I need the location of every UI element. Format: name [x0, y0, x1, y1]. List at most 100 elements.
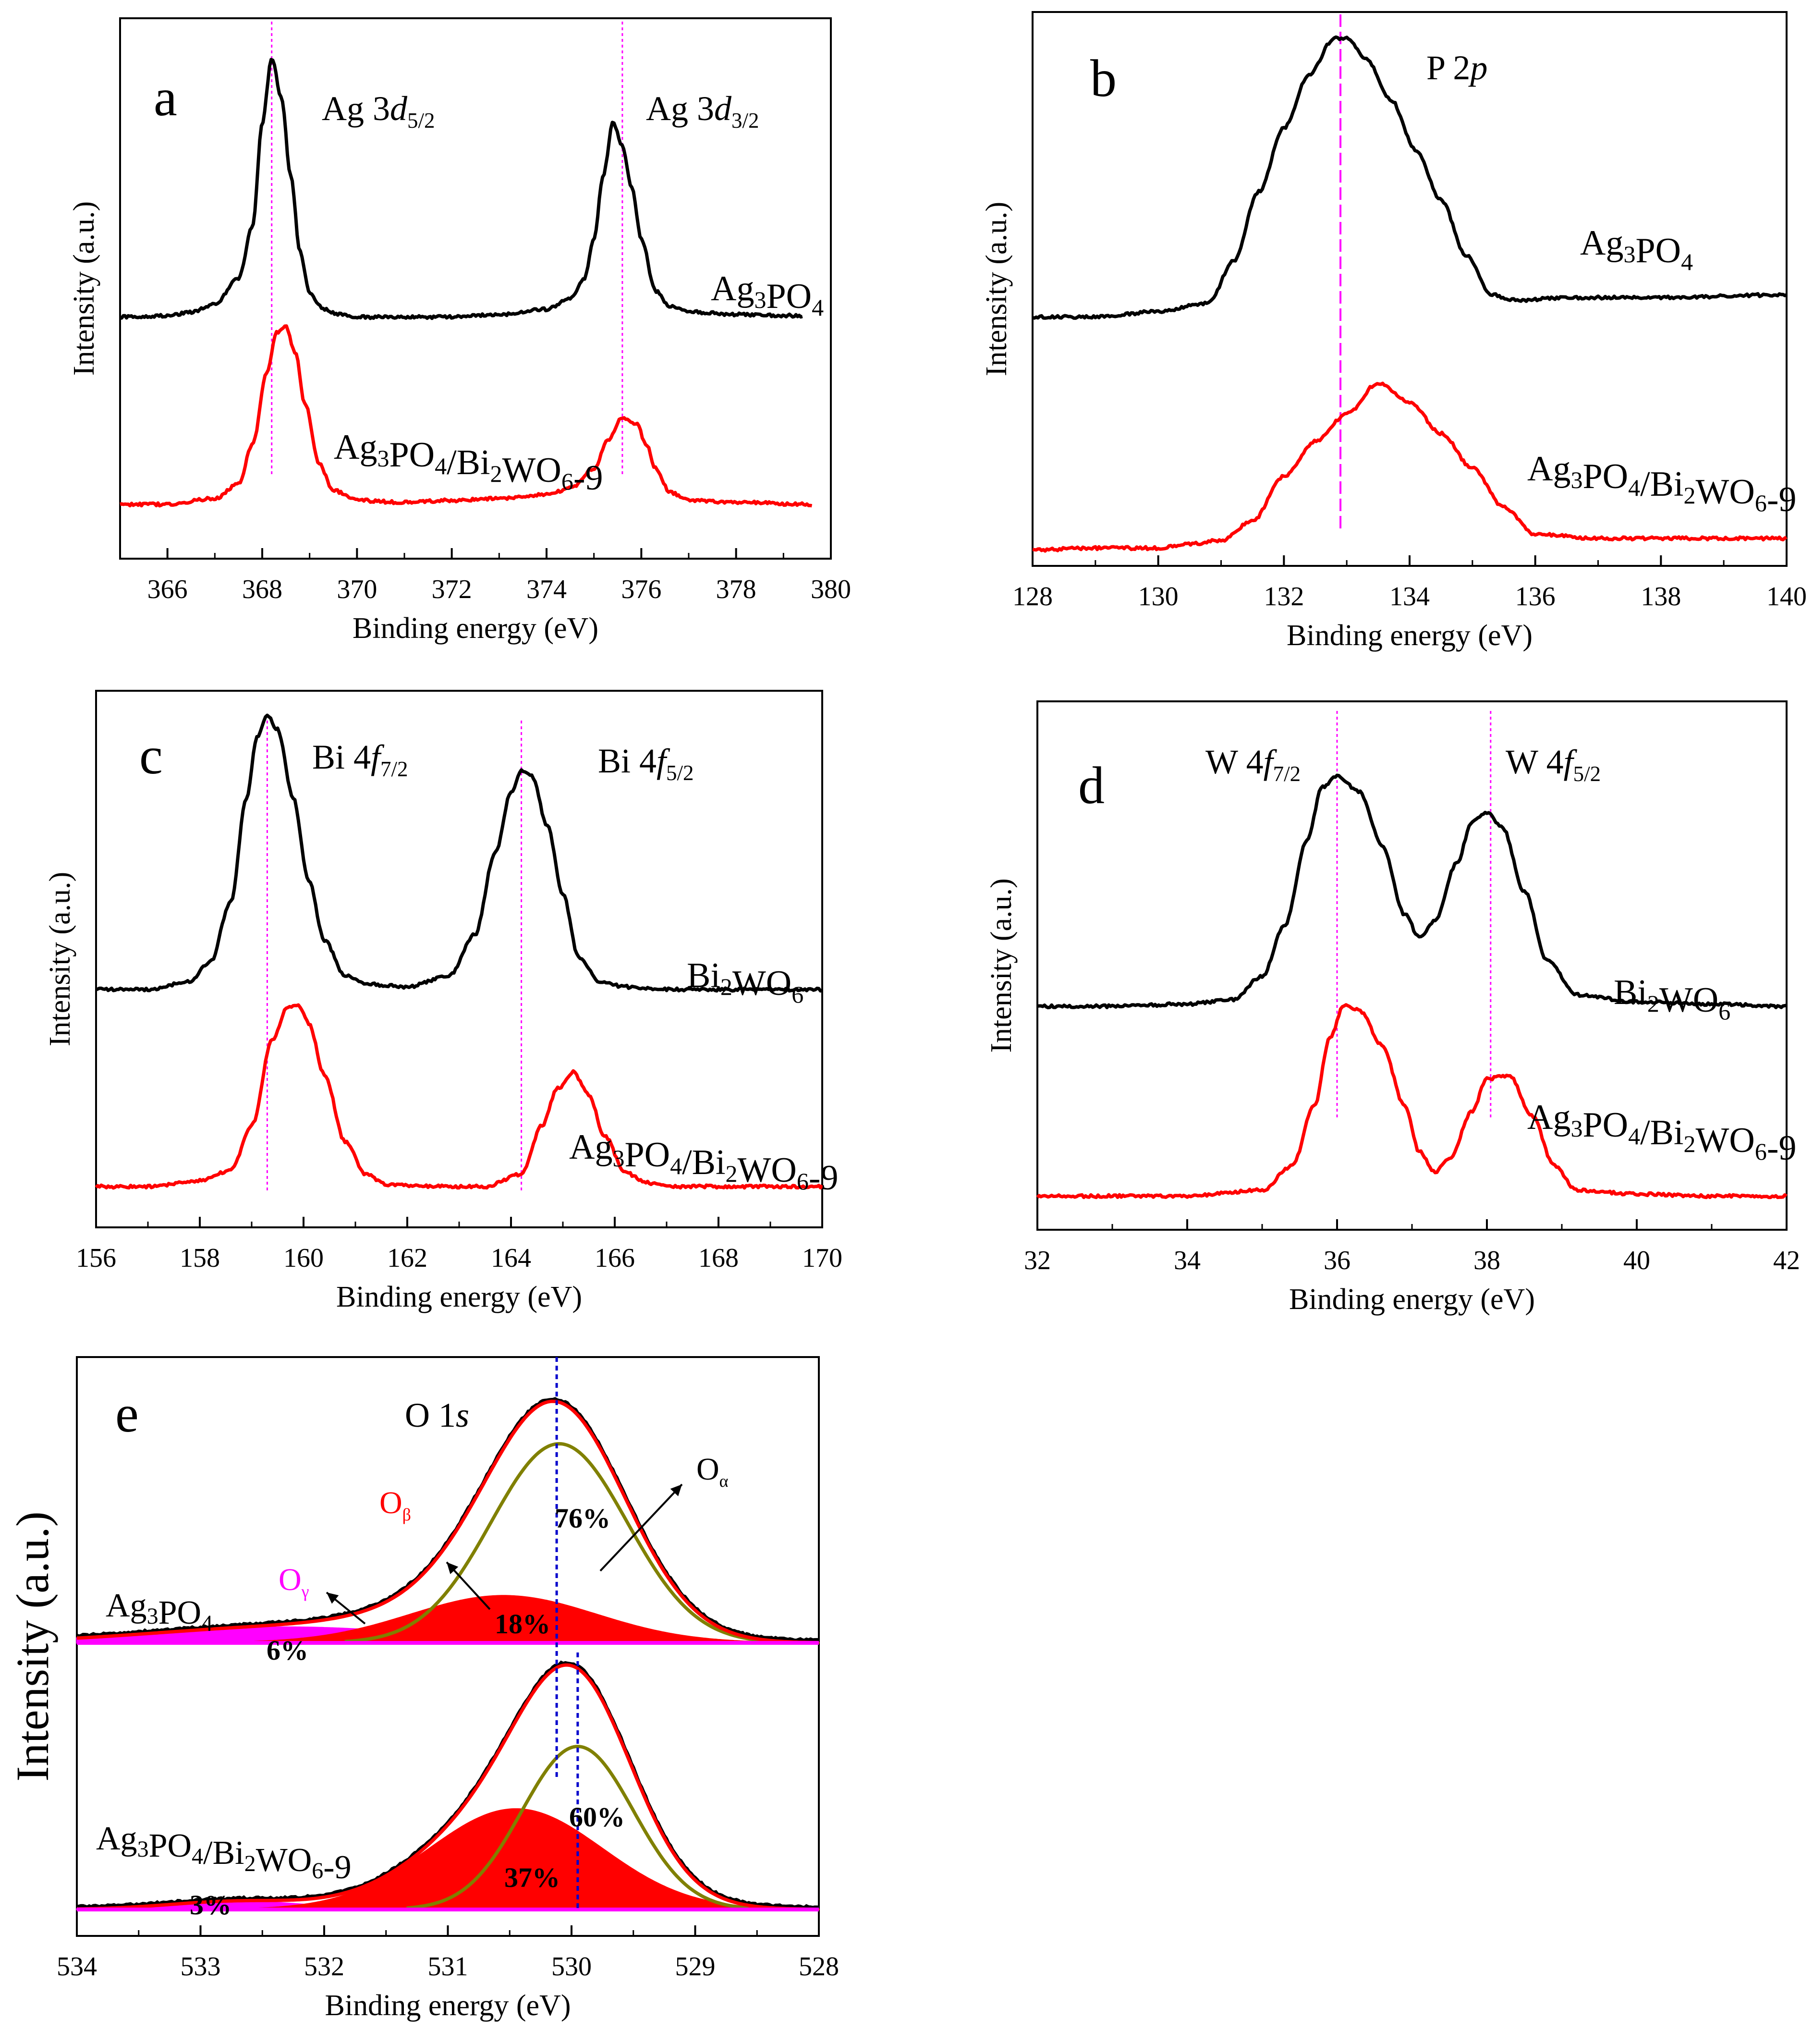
series-label-c-0: Bi2WO6: [687, 956, 803, 1008]
arrow-head-2: [670, 1484, 682, 1496]
y-axis-label-e: Intensity (a.u.): [7, 1511, 58, 1782]
x-tick-label-a: 372: [432, 575, 472, 604]
arrow-head-1: [327, 1592, 339, 1604]
x-tick-label-a: 378: [716, 575, 756, 604]
series-line-d-0: [1037, 773, 1787, 1010]
x-tick-label-b: 140: [1766, 582, 1807, 612]
x-tick-label-a: 374: [526, 575, 567, 604]
x-tick-label-a: 380: [811, 575, 851, 604]
peak-label-a-0: Ag 3d5/2: [322, 89, 435, 133]
x-tick-label-b: 134: [1389, 582, 1430, 612]
series-line-a-1: [120, 324, 813, 508]
x-tick-label-d: 34: [1174, 1246, 1201, 1275]
series-label-b-1: Ag3PO4/Bi2WO6-9: [1527, 449, 1797, 519]
x-axis-label-a: Binding energy (eV): [353, 612, 598, 645]
x-tick-label-c: 168: [698, 1243, 739, 1273]
peak-label-d-0: W 4f7/2: [1205, 743, 1301, 786]
peak-label-e: O 1s: [405, 1396, 469, 1434]
panel-letter-a: a: [154, 68, 177, 127]
x-tick-label-c: 158: [180, 1243, 220, 1273]
x-tick-label-b: 136: [1515, 582, 1556, 612]
x-axis-label-c: Binding energy (eV): [336, 1281, 582, 1313]
percent-label-1-1: 37%: [504, 1862, 560, 1893]
arrow-head-0: [447, 1562, 459, 1574]
panel-a: 366 368 370 372 374 376 378 380 Binding energy (…: [68, 17, 851, 645]
x-tick-label-c: 164: [491, 1243, 531, 1273]
component-line-alpha-1: [406, 1745, 749, 1910]
x-axis-label-d: Binding energy (eV): [1289, 1283, 1535, 1316]
x-tick-label-c: 156: [76, 1243, 116, 1273]
x-tick-label-a: 376: [621, 575, 661, 604]
x-tick-label-c: 170: [802, 1243, 842, 1273]
x-tick-label-d: 36: [1324, 1246, 1351, 1275]
plot-frame-a: [119, 17, 832, 560]
peak-label-c-1: Bi 4f5/2: [598, 742, 694, 785]
series-line-d-1: [1036, 1003, 1788, 1199]
x-axis-label-b: Binding energy (eV): [1287, 619, 1533, 652]
x-tick-label-c: 160: [283, 1243, 324, 1273]
percent-label-1-2: 3%: [190, 1889, 231, 1921]
panel-letter-e: e: [115, 1384, 139, 1443]
series-line-b-1: [1032, 381, 1788, 553]
percent-label-0-1: 18%: [495, 1608, 550, 1640]
x-tick-label-e: 529: [675, 1952, 716, 1982]
x-tick-label-d: 42: [1773, 1246, 1800, 1275]
panel-letter-d: d: [1078, 756, 1105, 815]
x-tick-label-e: 532: [304, 1952, 344, 1982]
component-line-alpha-0: [344, 1442, 774, 1643]
x-tick-label-e: 530: [551, 1952, 592, 1982]
panel-c: 156 158 160 162 164 166 168 170 Binding energy (…: [44, 690, 842, 1313]
y-axis-label-c: Intensity (a.u.): [44, 872, 76, 1046]
series-label-d-1: Ag3PO4/Bi2WO6-9: [1527, 1098, 1797, 1168]
x-tick-label-b: 138: [1641, 582, 1681, 612]
y-axis-label-d: Intensity (a.u.): [985, 878, 1018, 1053]
series-line-a-0: [120, 58, 803, 320]
series-label-b-0: Ag3PO4: [1580, 223, 1693, 275]
panel-e: 534 533 532 531 530 529 528 Binding energy (eV)…: [7, 1356, 839, 2022]
percent-label-1-0: 60%: [569, 1801, 625, 1833]
x-tick-label-a: 370: [337, 575, 377, 604]
x-axis-label-e: Binding energy (eV): [325, 1989, 571, 2022]
component-label-2: Oα: [696, 1452, 729, 1491]
series-label-c-1: Ag3PO4/Bi2WO6-9: [569, 1127, 839, 1198]
peak-label-d-1: W 4f5/2: [1506, 743, 1601, 786]
envelope-fit-0: [76, 1399, 819, 1644]
y-axis-label-a: Intensity (a.u.): [68, 201, 100, 376]
x-tick-label-c: 166: [595, 1243, 635, 1273]
panel-letter-b: b: [1090, 49, 1117, 108]
component-label-0: Oβ: [379, 1485, 411, 1524]
series-label-d-0: Bi2WO6: [1614, 973, 1730, 1025]
x-tick-label-b: 130: [1138, 582, 1179, 612]
x-tick-label-e: 528: [799, 1952, 839, 1982]
panel-d: 32 34 36 38 40 42 Binding energy (eV) Intensity…: [985, 700, 1800, 1316]
percent-label-0-0: 76%: [555, 1503, 610, 1534]
envelope-fit-1: [76, 1663, 819, 1911]
x-tick-label-a: 368: [242, 575, 282, 604]
arrow-2: [599, 1483, 683, 1572]
series-label-a-0: Ag3PO4: [711, 269, 824, 321]
x-tick-label-d: 32: [1024, 1246, 1051, 1275]
x-tick-label-a: 366: [147, 575, 188, 604]
series-line-b-0: [1032, 35, 1788, 320]
x-tick-label-e: 533: [181, 1952, 221, 1982]
peak-label-a-1: Ag 3d3/2: [646, 89, 759, 133]
y-axis-label-b: Intensity (a.u.): [980, 202, 1013, 376]
x-tick-label-d: 38: [1473, 1246, 1500, 1275]
x-tick-label-c: 162: [387, 1243, 427, 1273]
series-line-c-0: [95, 713, 823, 993]
series-line-c-1: [95, 1003, 824, 1190]
x-tick-label-e: 534: [57, 1952, 97, 1982]
x-tick-label-b: 128: [1012, 582, 1053, 612]
x-tick-label-b: 132: [1264, 582, 1304, 612]
series-label-a-1: Ag3PO4/Bi2WO6-9: [334, 428, 603, 498]
peak-label-b-0: P 2p: [1426, 49, 1487, 87]
peak-label-c-0: Bi 4f7/2: [312, 738, 408, 781]
x-tick-label-d: 40: [1623, 1246, 1650, 1275]
panel-letter-c: c: [139, 726, 163, 785]
component-label-1: Oγ: [279, 1562, 309, 1601]
percent-label-0-2: 6%: [267, 1635, 308, 1666]
panel-b: 128 130 132 134 136 138 140 Binding energy (eV)…: [980, 11, 1807, 652]
series-label-e-1: Ag3PO4/Bi2WO6-9: [96, 1820, 352, 1886]
x-tick-label-e: 531: [428, 1952, 468, 1982]
